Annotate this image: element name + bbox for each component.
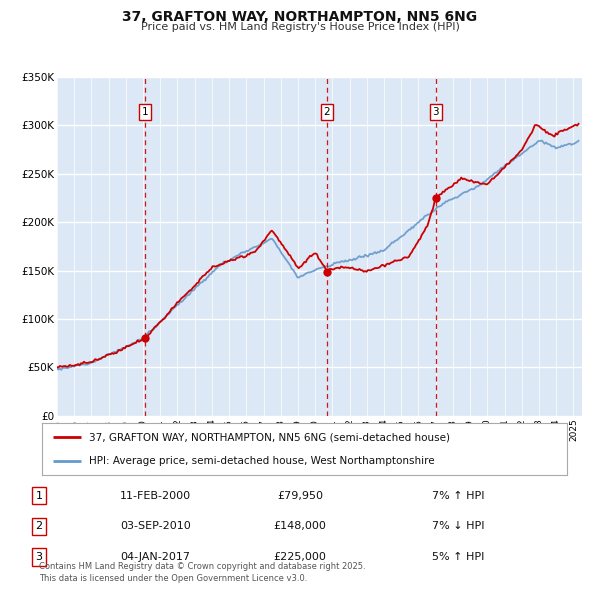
Text: 03-SEP-2010: 03-SEP-2010	[120, 522, 191, 531]
Text: Price paid vs. HM Land Registry's House Price Index (HPI): Price paid vs. HM Land Registry's House …	[140, 22, 460, 32]
Text: 2: 2	[35, 522, 43, 531]
Text: 7% ↓ HPI: 7% ↓ HPI	[432, 522, 485, 531]
Text: 37, GRAFTON WAY, NORTHAMPTON, NN5 6NG: 37, GRAFTON WAY, NORTHAMPTON, NN5 6NG	[122, 10, 478, 24]
Text: 7% ↑ HPI: 7% ↑ HPI	[432, 491, 485, 500]
Text: HPI: Average price, semi-detached house, West Northamptonshire: HPI: Average price, semi-detached house,…	[89, 456, 435, 466]
Text: 3: 3	[433, 107, 439, 117]
Text: 37, GRAFTON WAY, NORTHAMPTON, NN5 6NG (semi-detached house): 37, GRAFTON WAY, NORTHAMPTON, NN5 6NG (s…	[89, 432, 450, 442]
Text: 3: 3	[35, 552, 43, 562]
Text: 2: 2	[323, 107, 330, 117]
Text: 5% ↑ HPI: 5% ↑ HPI	[432, 552, 484, 562]
Text: £148,000: £148,000	[274, 522, 326, 531]
Text: 1: 1	[142, 107, 148, 117]
Text: 04-JAN-2017: 04-JAN-2017	[120, 552, 190, 562]
Text: 11-FEB-2000: 11-FEB-2000	[120, 491, 191, 500]
Text: 1: 1	[35, 491, 43, 500]
Text: £79,950: £79,950	[277, 491, 323, 500]
Text: £225,000: £225,000	[274, 552, 326, 562]
Text: Contains HM Land Registry data © Crown copyright and database right 2025.
This d: Contains HM Land Registry data © Crown c…	[39, 562, 365, 583]
